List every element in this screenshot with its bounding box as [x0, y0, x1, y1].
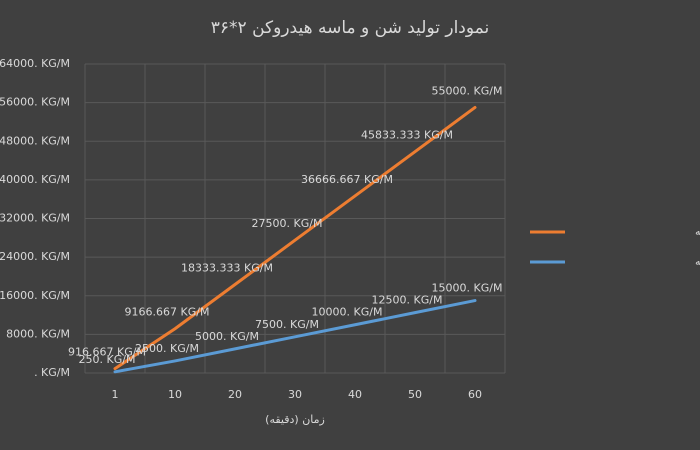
x-tick-label: 60	[468, 388, 482, 401]
y-tick-label: 48000. KG/M	[0, 134, 70, 147]
data-label: 916.667 KG/M	[68, 346, 146, 359]
series-line	[113, 105, 477, 371]
x-tick-label: 40	[348, 388, 362, 401]
data-label: 10000. KG/M	[312, 306, 383, 319]
y-tick-label: 16000. KG/M	[0, 289, 70, 302]
data-label: 9166.667 KG/M	[125, 306, 210, 319]
data-label: 12500. KG/M	[372, 294, 443, 307]
x-axis-label: زمان (دقیقه)	[265, 413, 325, 426]
data-label: 5000. KG/M	[195, 330, 259, 343]
y-tick-label: 32000. KG/M	[0, 212, 70, 225]
data-label: 45833.333 KG/M	[361, 129, 453, 142]
data-label: 27500. KG/M	[252, 217, 323, 230]
y-tick-label: 64000. KG/M	[0, 57, 70, 70]
series-line	[113, 299, 477, 374]
data-label: 15000. KG/M	[432, 282, 503, 295]
y-tick-label: 24000. KG/M	[0, 250, 70, 263]
y-tick-label: . KG/M	[34, 366, 70, 379]
x-tick-label: 1	[112, 388, 119, 401]
y-tick-label: 8000. KG/M	[6, 327, 70, 340]
y-tick-label: 40000. KG/M	[0, 173, 70, 186]
x-tick-label: 20	[228, 388, 242, 401]
x-tick-label: 10	[168, 388, 182, 401]
data-label: 2500. KG/M	[135, 342, 199, 355]
data-label: 7500. KG/M	[255, 318, 319, 331]
data-label: 55000. KG/M	[432, 84, 503, 97]
x-tick-label: 50	[408, 388, 422, 401]
legend-label: ماسه در دقیقه	[695, 255, 700, 268]
x-tick-label: 30	[288, 388, 302, 401]
data-label: 18333.333 KG/M	[181, 261, 273, 274]
y-tick-label: 56000. KG/M	[0, 96, 70, 109]
data-label: 250. KG/M	[79, 353, 136, 366]
chart-title: نمودار تولید شن و ماسه هیدروکن ۲*۳۶	[211, 18, 489, 38]
data-label: 36666.667 KG/M	[301, 173, 393, 186]
legend-label: تولید شن در دقیقه	[695, 225, 700, 238]
